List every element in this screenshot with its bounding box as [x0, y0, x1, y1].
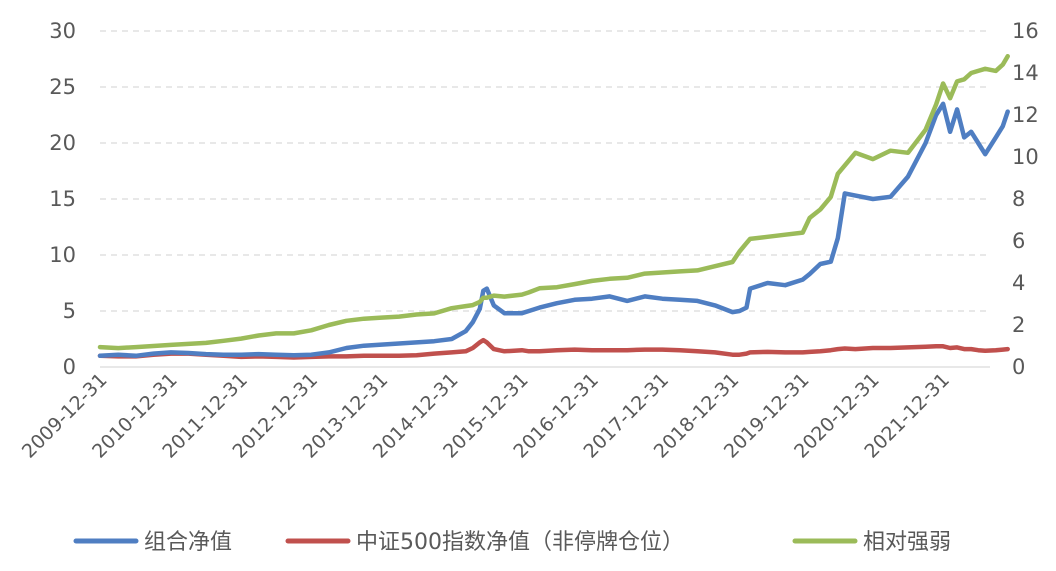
- left-y-tick-label: 25: [49, 75, 76, 99]
- series-line-1: [97, 337, 1010, 360]
- right-y-tick-label: 12: [1012, 103, 1039, 127]
- legend-label: 相对强弱: [863, 530, 951, 555]
- series-line-2: [97, 53, 1010, 351]
- left-y-tick-label: 20: [49, 131, 76, 155]
- series-line-0: [97, 101, 1010, 359]
- right-y-tick-label: 8: [1012, 187, 1025, 211]
- legend: 组合净值 中证500指数净值（非停牌仓位） 相对强弱: [73, 530, 951, 555]
- gridlines: [100, 30, 990, 368]
- right-y-axis: 0 2 4 6 8 10 12 14 16: [1012, 19, 1039, 379]
- right-y-tick-label: 0: [1012, 355, 1025, 379]
- series-lines: [97, 53, 1010, 360]
- right-y-tick-label: 16: [1012, 19, 1039, 43]
- left-y-tick-label: 10: [49, 243, 76, 267]
- left-y-tick-label: 15: [49, 187, 76, 211]
- right-y-tick-label: 4: [1012, 271, 1025, 295]
- right-y-tick-label: 14: [1012, 61, 1039, 85]
- left-y-axis: 0 5 10 15 20 25 30: [49, 19, 76, 379]
- x-axis: 2009-12-312010-12-312011-12-312012-12-31…: [18, 369, 954, 463]
- left-y-tick-label: 0: [63, 355, 76, 379]
- right-y-tick-label: 10: [1012, 145, 1039, 169]
- left-y-tick-label: 5: [63, 299, 76, 323]
- legend-label: 中证500指数净值（非停牌仓位）: [356, 530, 684, 555]
- legend-label: 组合净值: [144, 530, 232, 555]
- right-y-tick-label: 2: [1012, 313, 1025, 337]
- right-y-tick-label: 6: [1012, 229, 1025, 253]
- left-y-tick-label: 30: [49, 19, 76, 43]
